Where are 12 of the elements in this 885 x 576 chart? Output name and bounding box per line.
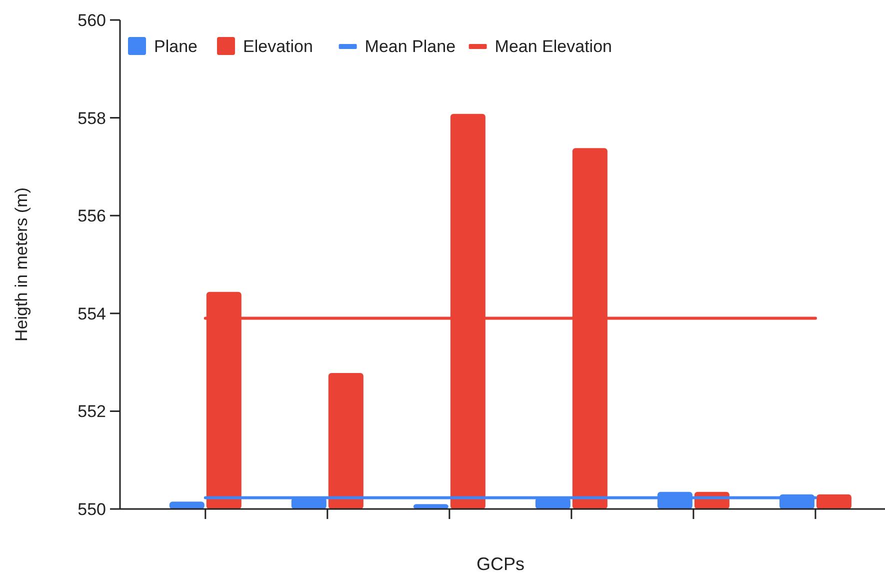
legend-label: Mean Plane: [364, 37, 456, 56]
legend-label: Plane: [154, 37, 198, 56]
y-tick-label: 560: [78, 11, 106, 30]
y-tick-label: 552: [78, 402, 106, 422]
legend-label: Mean Elevation: [494, 37, 612, 56]
legend-label: Elevation: [243, 37, 313, 56]
y-tick-label: 558: [78, 108, 106, 128]
y-tick-label: 556: [78, 206, 106, 226]
x-axis-title: GCPs: [476, 554, 525, 574]
y-tick-label: 550: [78, 500, 106, 519]
y-axis-title: Heigth in meters (m): [12, 188, 31, 342]
y-tick-label: 554: [78, 304, 106, 324]
